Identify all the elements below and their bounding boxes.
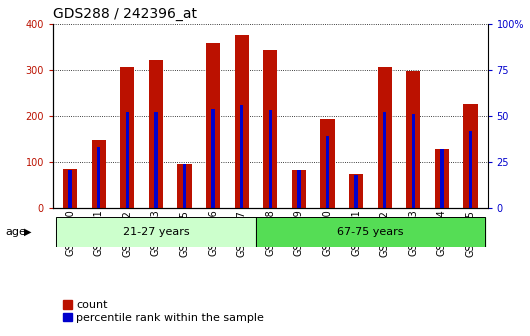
Bar [349, 174, 363, 208]
Bar [235, 35, 249, 208]
Bar [206, 43, 220, 208]
Text: 67-75 years: 67-75 years [337, 227, 404, 237]
Bar [178, 164, 192, 208]
Bar [435, 149, 449, 208]
Bar [154, 112, 157, 208]
Bar [256, 217, 485, 247]
Text: GDS288 / 242396_at: GDS288 / 242396_at [53, 7, 197, 21]
Bar [149, 59, 163, 208]
Bar [68, 169, 72, 208]
Bar [263, 50, 277, 208]
Bar [377, 68, 392, 208]
Bar [56, 217, 256, 247]
Bar [126, 112, 129, 208]
Bar [183, 164, 186, 208]
Bar [240, 105, 243, 208]
Bar [92, 140, 106, 208]
Bar [406, 71, 420, 208]
Bar [326, 136, 329, 208]
Bar [292, 170, 306, 208]
Bar [383, 112, 386, 208]
Bar [411, 114, 415, 208]
Text: 21-27 years: 21-27 years [122, 227, 189, 237]
Bar [120, 68, 135, 208]
Bar [355, 175, 358, 208]
Bar [463, 104, 478, 208]
Bar [440, 149, 444, 208]
Bar [97, 147, 101, 208]
Bar [297, 169, 301, 208]
Bar [320, 119, 334, 208]
Bar [269, 110, 272, 208]
Bar [211, 109, 215, 208]
Text: age: age [5, 227, 26, 237]
Bar [63, 169, 77, 208]
Legend: count, percentile rank within the sample: count, percentile rank within the sample [58, 296, 269, 327]
Text: ▶: ▶ [24, 227, 31, 237]
Bar [469, 131, 472, 208]
